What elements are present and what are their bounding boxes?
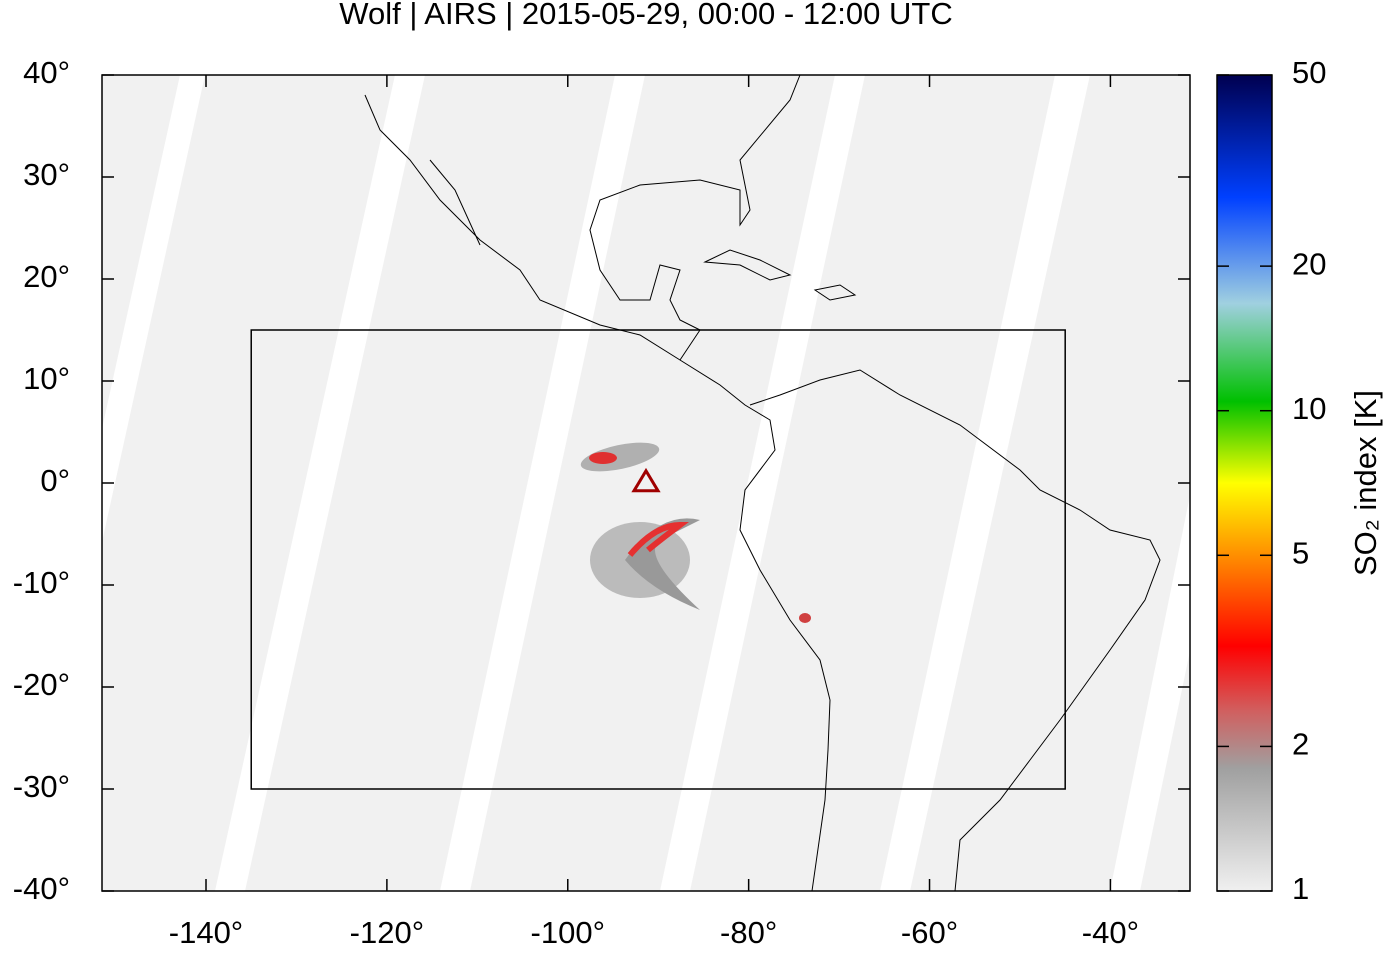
colorbar-tick-label: 1 (1292, 871, 1309, 906)
y-tick-label: -40° (13, 871, 70, 906)
map-area (102, 75, 1190, 891)
y-tick-label: -30° (13, 769, 70, 804)
volcano-marker (631, 467, 661, 493)
colorbar (1216, 74, 1273, 892)
colorbar-tick-label: 20 (1292, 246, 1326, 281)
y-tick-label: 20° (23, 259, 70, 294)
x-tick-label: -120° (350, 915, 424, 950)
title: Wolf | AIRS | 2015-05-29, 00:00 - 12:00 … (339, 0, 952, 31)
x-tick-label: -140° (169, 915, 243, 950)
x-tick-label: -40° (1082, 915, 1139, 950)
colorbar-tick-label: 50 (1292, 55, 1326, 90)
x-tick-label: -100° (531, 915, 605, 950)
y-tick-label: 30° (23, 157, 70, 192)
y-tick-label: -10° (13, 565, 70, 600)
y-tick-label: -20° (13, 667, 70, 702)
coastline (364, 75, 1161, 891)
x-tick-label: -80° (720, 915, 777, 950)
colorbar-tick-label: 10 (1292, 391, 1326, 426)
colorbar-label: SO₂ index [K] (1348, 390, 1383, 576)
colorbar-tick-label: 2 (1292, 727, 1309, 762)
y-tick-label: 10° (23, 361, 70, 396)
colorbar-tick-label: 5 (1292, 535, 1309, 570)
y-tick-label: 40° (23, 55, 70, 90)
so2-plume (580, 442, 811, 623)
region-box (250, 329, 1066, 790)
y-tick-label: 0° (40, 463, 70, 498)
x-tick-label: -60° (901, 915, 958, 950)
